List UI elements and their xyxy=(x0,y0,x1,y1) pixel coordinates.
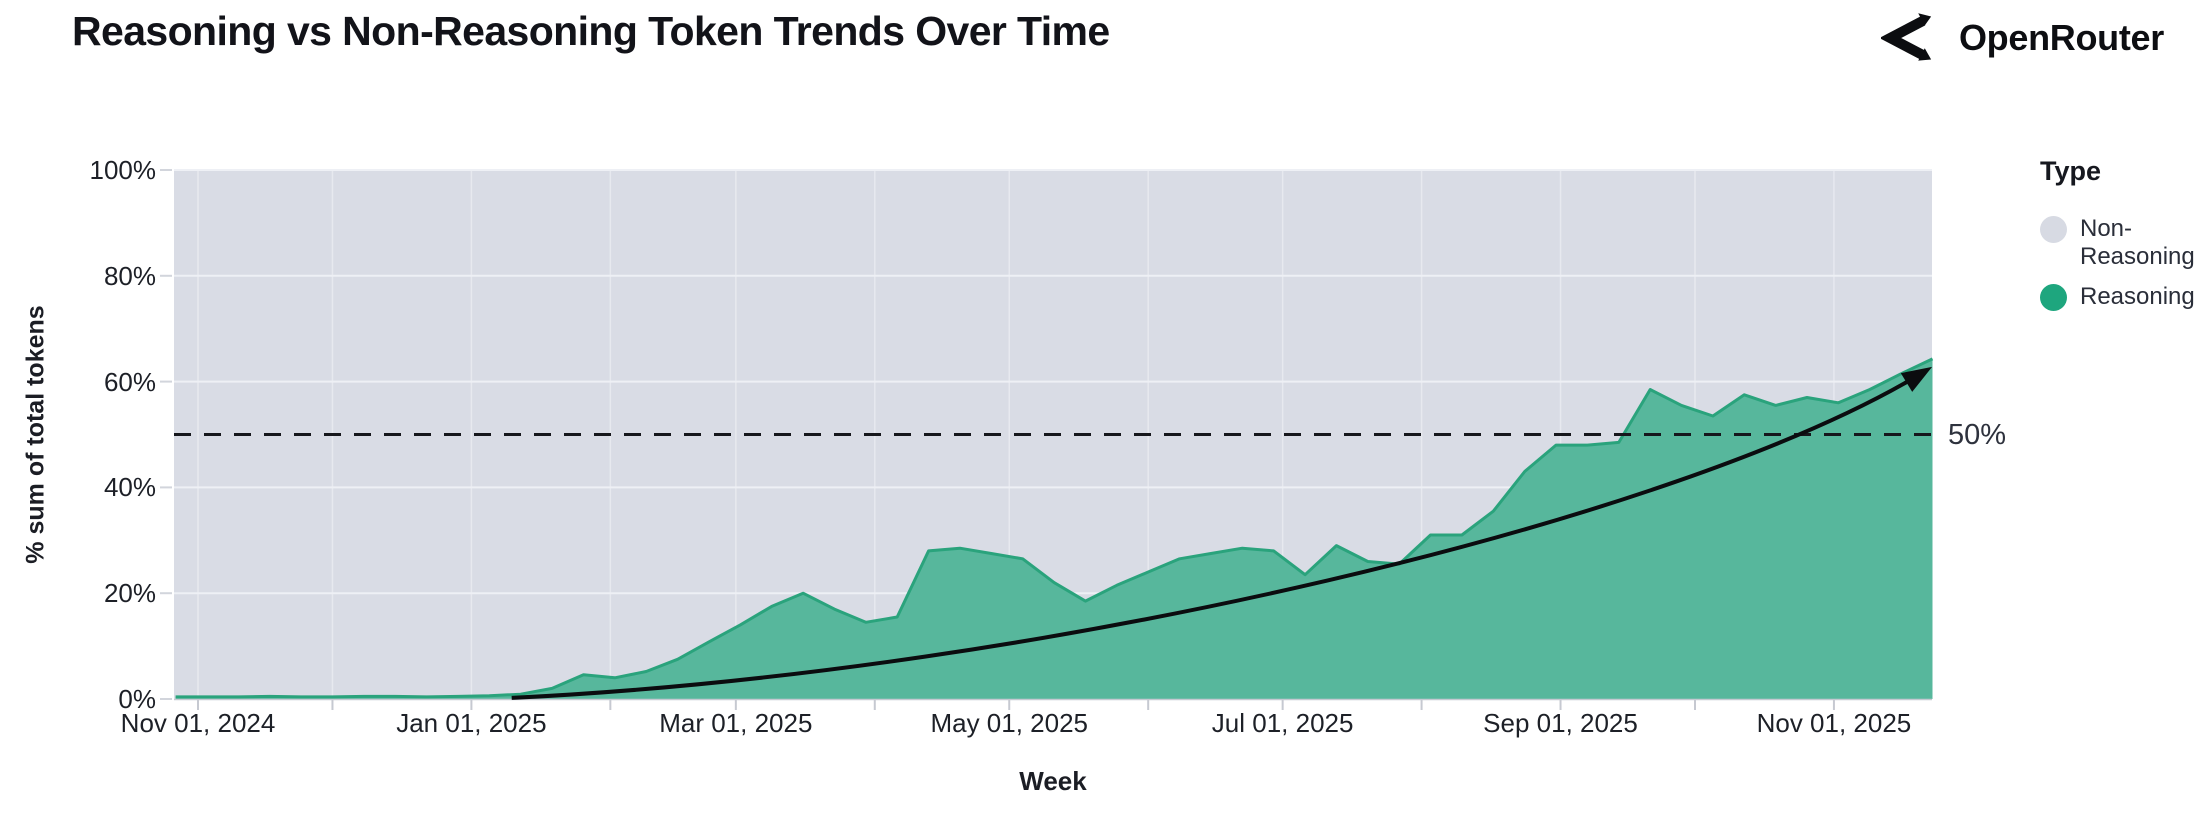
y-tick-label: 100% xyxy=(89,155,157,185)
legend-item-non-reasoning: Non-Reasoning xyxy=(2040,215,2202,271)
legend-label-reasoning: Reasoning xyxy=(2080,283,2195,310)
x-tick-label: Jul 01, 2025 xyxy=(1211,708,1354,738)
brand: OpenRouter xyxy=(1880,10,2164,66)
legend-dot-non-reasoning xyxy=(2040,216,2067,243)
x-axis-title: Week xyxy=(1019,766,1087,796)
legend-title: Type xyxy=(2040,156,2102,186)
y-tick-label: 60% xyxy=(103,366,156,397)
x-tick-label: May 01, 2025 xyxy=(930,708,1089,738)
legend-label-non-reasoning: Non-Reasoning xyxy=(2080,215,2195,270)
openrouter-logo-icon xyxy=(1880,13,1932,61)
x-tick-label: Nov 01, 2024 xyxy=(120,708,276,738)
x-tick-label: Mar 01, 2025 xyxy=(659,708,813,738)
y-tick-label: 40% xyxy=(103,472,156,503)
x-tick-label: Jan 01, 2025 xyxy=(396,708,547,738)
brand-name: OpenRouter xyxy=(1958,17,2164,58)
legend: Type Non-Reasoning Reasoning xyxy=(2040,156,2202,323)
fifty-percent-annotation: 50% xyxy=(1948,418,2007,451)
legend-item-reasoning: Reasoning xyxy=(2040,283,2202,311)
x-tick-label: Nov 01, 2025 xyxy=(1756,708,1912,738)
x-tick-label: Sep 01, 2025 xyxy=(1483,708,1638,738)
page-title: Reasoning vs Non-Reasoning Token Trends … xyxy=(72,8,1110,54)
legend-dot-reasoning xyxy=(2040,284,2067,311)
y-tick-label: 20% xyxy=(103,578,156,609)
y-tick-label: 0% xyxy=(118,684,156,714)
y-axis-title: % sum of total tokens xyxy=(21,305,50,564)
y-tick-label: 80% xyxy=(103,260,156,291)
